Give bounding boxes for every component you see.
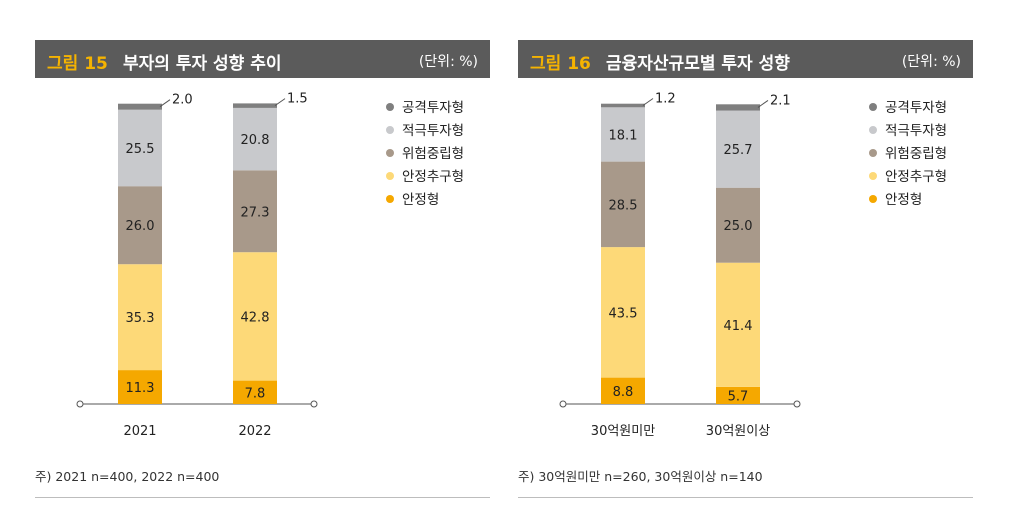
bar-segment [118, 103, 162, 110]
legend-label: 위험중립형 [402, 146, 464, 162]
data-label: 28.5 [609, 198, 638, 213]
data-label: 41.4 [724, 319, 753, 334]
legend-label: 적극투자형 [402, 123, 464, 139]
bar-segment [118, 186, 162, 265]
figure-15-number: 그림 15 [47, 54, 108, 74]
legend-marker [386, 172, 394, 180]
bar-segment [233, 170, 277, 253]
bar-segment [118, 109, 162, 187]
legend-marker [386, 126, 394, 134]
data-label: 42.8 [241, 310, 270, 325]
bar-segment [233, 103, 277, 108]
data-label-leader [274, 98, 286, 107]
data-label-leader [642, 98, 654, 106]
bar-segment [716, 262, 760, 387]
legend-label: 안정추구형 [402, 169, 464, 185]
legend-label: 위험중립형 [885, 146, 947, 162]
data-label: 18.1 [609, 128, 638, 143]
data-label: 25.7 [724, 143, 753, 158]
figure-16-unit: (단위: %) [901, 54, 961, 70]
figure-15-divider [35, 497, 490, 498]
data-label: 26.0 [126, 219, 155, 234]
legend-label: 안정형 [885, 192, 922, 208]
figure-16-title: 금융자산규모별 투자 성향 [606, 54, 790, 74]
bar-segment [118, 370, 162, 404]
figure-15-unit: (단위: %) [418, 54, 478, 70]
data-label: 25.5 [126, 142, 155, 157]
x-tick-label: 30억원이상 [706, 424, 770, 439]
x-axis-end-left [76, 400, 84, 408]
data-label: 35.3 [126, 311, 155, 326]
figure-16-number: 그림 16 [530, 54, 591, 74]
legend-label: 적극투자형 [885, 123, 947, 139]
data-label: 11.3 [126, 381, 155, 396]
x-axis-end-right [310, 400, 318, 408]
legend-label: 공격투자형 [402, 100, 464, 116]
bar-segment [233, 107, 277, 171]
bar-segment [716, 104, 760, 111]
data-label-leader [159, 99, 171, 108]
data-label: 7.8 [245, 386, 266, 401]
legend-marker [869, 172, 877, 180]
data-label-leader [757, 100, 769, 108]
figure-15-title: 부자의 투자 성향 추이 [123, 54, 282, 74]
x-axis-end-left [559, 400, 567, 408]
bar-segment [716, 110, 760, 188]
legend-marker [386, 103, 394, 111]
bar-segment [601, 377, 645, 404]
legend-marker [869, 126, 877, 134]
legend-marker [869, 195, 877, 203]
figure-16-chart: 8.8 43.5 28.5 18.1 1.2 30억원미만 5.7 41.4 25.0 25.7 2… [559, 92, 947, 439]
legend-label: 안정형 [402, 192, 439, 208]
figure-16-divider [518, 497, 973, 498]
bar-segment [601, 107, 645, 162]
bar-segment [233, 252, 277, 381]
x-axis-end-right [793, 400, 801, 408]
data-label: 2.0 [172, 93, 193, 108]
bar-segment [118, 264, 162, 371]
data-label: 27.3 [241, 205, 270, 220]
legend-label: 공격투자형 [885, 100, 947, 116]
data-label: 25.0 [724, 219, 753, 234]
figure-16-header: 그림 16 금융자산규모별 투자 성향 (단위: %) [518, 40, 973, 78]
legend-marker [869, 149, 877, 157]
figure-15-chart: 11.3 35.3 26.0 25.5 2.0 2021 7.8 42.8 27.3 20.8 1.… [76, 92, 464, 439]
data-label: 1.5 [287, 92, 308, 107]
legend-marker [386, 149, 394, 157]
x-tick-label: 2021 [123, 424, 156, 439]
bar-segment [716, 386, 760, 404]
legend-label: 안정추구형 [885, 169, 947, 185]
legend-marker [386, 195, 394, 203]
data-label: 43.5 [609, 306, 638, 321]
figure-16-panel: 그림 16 금융자산규모별 투자 성향 (단위: %) 8.8 43.5 28.5 1… [518, 40, 973, 502]
x-tick-label: 2022 [238, 424, 271, 439]
bar-segment [601, 247, 645, 378]
figure-16-note: 주) 30억원미만 n=260, 30억원이상 n=140 [518, 469, 763, 484]
data-label: 1.2 [655, 92, 676, 107]
data-label: 5.7 [728, 389, 749, 404]
data-label: 20.8 [241, 133, 270, 148]
legend-marker [869, 103, 877, 111]
figure-15-note: 주) 2021 n=400, 2022 n=400 [35, 469, 220, 484]
data-label: 2.1 [770, 93, 791, 108]
bar-segment [601, 161, 645, 248]
data-label: 8.8 [613, 385, 634, 400]
figure-15-header: 그림 15 부자의 투자 성향 추이 (단위: %) [35, 40, 490, 78]
bar-segment [716, 187, 760, 263]
x-tick-label: 30억원미만 [591, 424, 655, 439]
bar-segment [601, 103, 645, 108]
bar-segment [233, 380, 277, 404]
figure-15-panel: 그림 15 부자의 투자 성향 추이 (단위: %) 11.3 35.3 26.0 2… [35, 40, 490, 502]
